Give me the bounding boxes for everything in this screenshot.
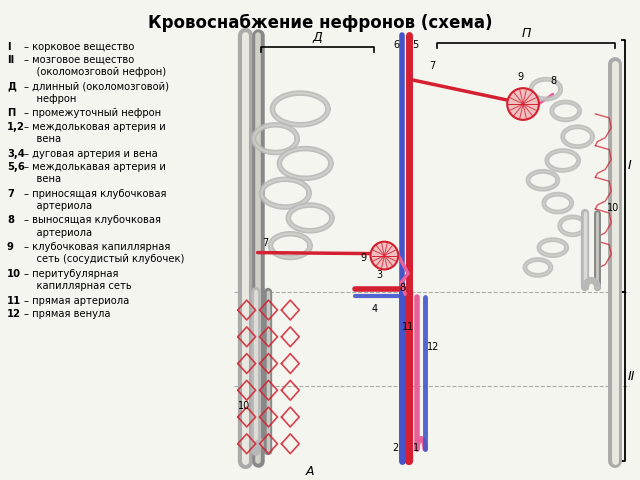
Text: I: I	[7, 42, 11, 52]
Text: 9: 9	[517, 72, 523, 82]
Text: 10: 10	[237, 401, 250, 411]
Text: 7: 7	[429, 61, 435, 72]
Text: – перитубулярная: – перитубулярная	[24, 269, 118, 279]
Text: 8: 8	[7, 216, 14, 226]
Text: 5,6: 5,6	[7, 162, 25, 172]
Text: Кровоснабжение нефронов (схема): Кровоснабжение нефронов (схема)	[148, 14, 492, 32]
Circle shape	[371, 242, 398, 269]
Text: сеть (сосудистый клубочек): сеть (сосудистый клубочек)	[24, 254, 184, 264]
Text: 9: 9	[360, 252, 367, 263]
Text: (околомозговой нефрон): (околомозговой нефрон)	[24, 67, 166, 77]
Text: II: II	[7, 55, 14, 65]
Text: 10: 10	[7, 269, 21, 279]
Text: 10: 10	[607, 203, 620, 213]
Text: П: П	[522, 26, 531, 40]
Text: 12: 12	[7, 309, 21, 319]
Text: – приносящая клубочковая: – приносящая клубочковая	[24, 189, 166, 199]
Text: 1: 1	[413, 443, 419, 453]
Text: – длинный (околомозговой): – длинный (околомозговой)	[24, 82, 169, 92]
Text: – междолькавая артерия и: – междолькавая артерия и	[24, 162, 166, 172]
Text: II: II	[628, 370, 636, 383]
Text: 8: 8	[399, 283, 405, 293]
Text: капиллярная сеть: капиллярная сеть	[24, 281, 132, 291]
Text: 1,2: 1,2	[7, 122, 25, 132]
Text: – мозговое вещество: – мозговое вещество	[24, 55, 134, 65]
Text: 11: 11	[402, 322, 414, 332]
Text: – прямая артериола: – прямая артериола	[24, 296, 129, 306]
Text: А: А	[306, 465, 314, 478]
Text: нефрон: нефрон	[24, 94, 76, 104]
Text: 4: 4	[371, 304, 378, 314]
Text: 9: 9	[7, 242, 14, 252]
Text: вена: вена	[24, 134, 61, 144]
Text: 6: 6	[393, 40, 399, 49]
Text: – междольковая артерия и: – междольковая артерия и	[24, 122, 166, 132]
Text: 11: 11	[7, 296, 21, 306]
Text: П: П	[7, 108, 15, 119]
Text: – промежуточный нефрон: – промежуточный нефрон	[24, 108, 161, 119]
Text: – прямая венула: – прямая венула	[24, 309, 110, 319]
Text: 8: 8	[551, 76, 557, 86]
Text: артериола: артериола	[24, 228, 92, 238]
Text: – выносящая клубочковая: – выносящая клубочковая	[24, 216, 161, 226]
Text: 12: 12	[427, 342, 439, 352]
Text: вена: вена	[24, 174, 61, 184]
Text: артериола: артериола	[24, 201, 92, 211]
Text: – дуговая артерия и вена: – дуговая артерия и вена	[24, 149, 157, 158]
Text: 3,4: 3,4	[7, 149, 25, 158]
Text: Д: Д	[7, 82, 16, 92]
Circle shape	[508, 88, 539, 120]
Text: – корковое вещество: – корковое вещество	[24, 42, 134, 52]
Text: – клубочковая капиллярная: – клубочковая капиллярная	[24, 242, 170, 252]
Text: 3: 3	[376, 270, 383, 280]
Text: Д: Д	[313, 31, 323, 44]
Text: 5: 5	[412, 40, 419, 49]
Text: 7: 7	[262, 238, 269, 248]
Text: I: I	[628, 159, 632, 172]
Text: 2: 2	[392, 443, 398, 453]
Text: 7: 7	[7, 189, 14, 199]
